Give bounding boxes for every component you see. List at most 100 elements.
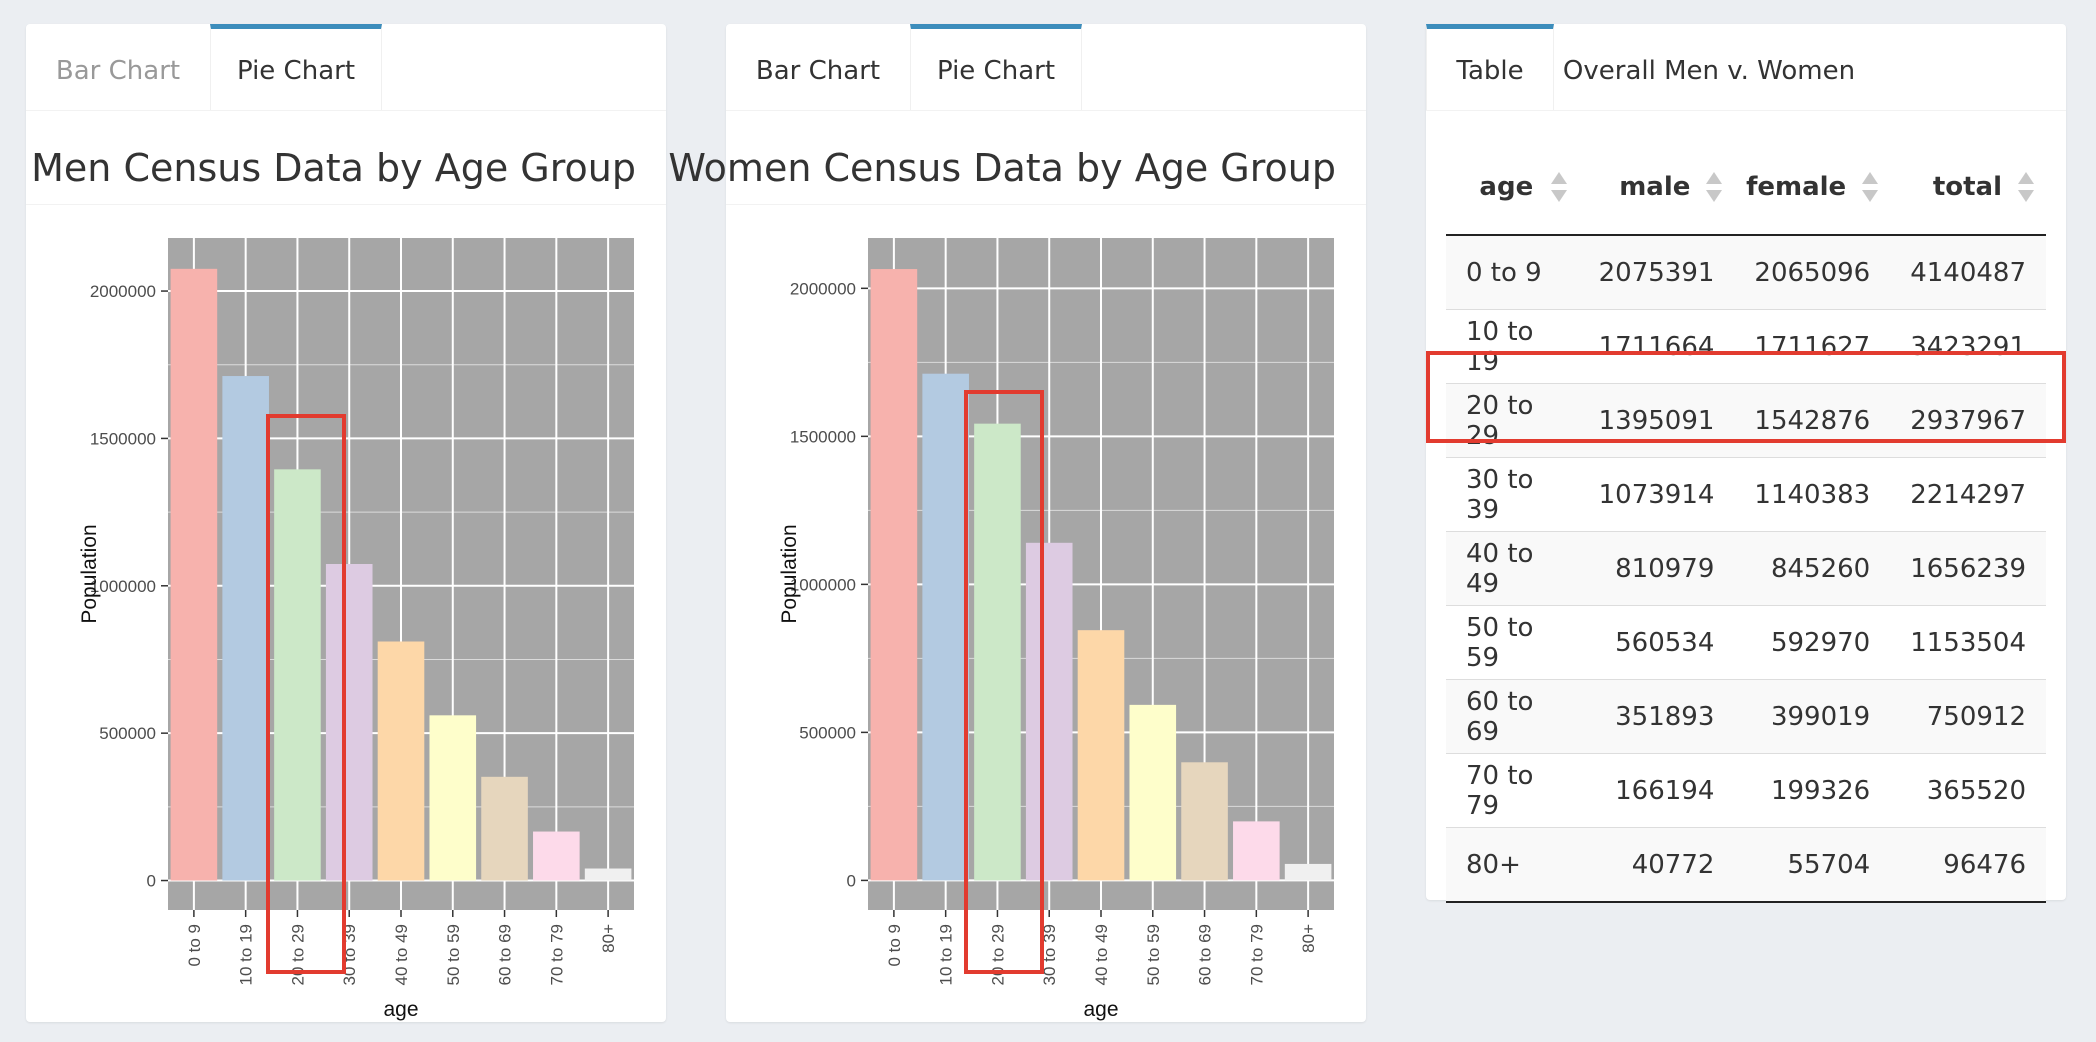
table-row: 60 to 69 351893 399019 750912: [1446, 679, 2046, 754]
tab-divider: [1426, 110, 2066, 111]
sort-icon: [1862, 172, 1879, 202]
women-tabs: Bar Chart Pie Chart: [726, 24, 1366, 110]
y-tick-label: 0: [147, 872, 156, 891]
bar-10-to-19: [922, 373, 969, 881]
y-tick-label: 500000: [799, 723, 856, 742]
table-row: 40 to 49 810979 845260 1656239: [1446, 531, 2046, 606]
women-bar-chart: 0 500000 1000000 1500000 2000000 0 to 9 10 to …: [778, 238, 1334, 1021]
table-row: 80+ 40772 55704 96476: [1446, 827, 2046, 903]
bar-0-to-9: [870, 269, 918, 881]
cell-age: 30 to 39: [1446, 457, 1579, 532]
bar-40-to-49: [377, 641, 425, 881]
table-body: 0 to 9 2075391 2065096 4140487 10 to 19 17116…: [1446, 234, 2046, 903]
sort-icon: [1706, 172, 1723, 202]
bar-50-to-59: [429, 715, 477, 881]
y-tick-label: 1000000: [90, 577, 156, 596]
x-tick-label: 30 to 39: [1040, 924, 1059, 985]
x-tick-label: 80+: [599, 924, 618, 953]
cell-female: 2065096: [1734, 234, 1891, 310]
cell-age: 40 to 49: [1446, 531, 1579, 606]
x-tick-label: 40 to 49: [1092, 924, 1111, 985]
tab-pie-chart[interactable]: Pie Chart: [910, 24, 1082, 110]
y-tick-label: 1000000: [790, 575, 856, 594]
column-header-female[interactable]: female: [1734, 140, 1891, 236]
cell-total: 4140487: [1890, 234, 2046, 310]
table-row: 70 to 79 166194 199326 365520: [1446, 753, 2046, 828]
cell-female: 1711627: [1734, 309, 1891, 384]
cell-female: 845260: [1734, 531, 1891, 606]
cell-female: 592970: [1734, 605, 1891, 680]
tab-overall-men-v-women[interactable]: Overall Men v. Women: [1562, 56, 1856, 86]
title-divider: [26, 204, 666, 205]
cell-male: 351893: [1578, 679, 1735, 754]
bar-10-to-19: [222, 376, 269, 881]
bar-20-to-29: [974, 423, 1021, 881]
cell-male: 166194: [1578, 753, 1735, 828]
men-chart-panel: Bar Chart Pie Chart Men Census Data by A…: [26, 24, 666, 1022]
cell-male: 1395091: [1578, 383, 1735, 458]
y-tick-label: 2000000: [790, 279, 856, 298]
x-axis-label: age: [383, 998, 418, 1021]
cell-age: 70 to 79: [1446, 753, 1579, 828]
x-tick-label: 10 to 19: [237, 924, 256, 985]
y-tick-label: 500000: [99, 724, 156, 743]
table-row: 50 to 59 560534 592970 1153504: [1446, 605, 2046, 680]
women-chart-panel: Bar Chart Pie Chart Women Census Data by…: [668, 24, 1366, 1022]
x-tick-label: 70 to 79: [547, 924, 566, 985]
y-tick-label: 0: [847, 871, 856, 890]
x-tick-label: 0 to 9: [885, 924, 904, 967]
x-tick-label: 60 to 69: [1196, 924, 1215, 985]
column-header-male[interactable]: male: [1578, 140, 1735, 236]
title-divider: [726, 204, 1366, 205]
tab-table[interactable]: Table: [1426, 24, 1554, 110]
y-tick-label: 1500000: [790, 427, 856, 446]
y-axis-label: Population: [778, 524, 801, 623]
cell-female: 55704: [1734, 827, 1891, 903]
x-tick-label: 60 to 69: [496, 924, 515, 985]
highlight-box-table-20-to-29: [1426, 351, 2066, 443]
bar-50-to-59: [1129, 704, 1177, 881]
x-axis-label: age: [1083, 998, 1118, 1021]
column-header-total[interactable]: total: [1890, 140, 2046, 236]
sort-icon: [2018, 172, 2034, 202]
cell-total: 365520: [1890, 753, 2046, 828]
table-row: 20 to 29 1395091 1542876 2937967: [1446, 383, 2046, 458]
column-header-age[interactable]: age: [1446, 140, 1579, 236]
table-row: 30 to 39 1073914 1140383 2214297: [1446, 457, 2046, 532]
tab-bar-chart[interactable]: Bar Chart: [55, 56, 181, 86]
y-tick-label: 2000000: [90, 282, 156, 301]
cell-male: 1073914: [1578, 457, 1735, 532]
chart-title: Women Census Data by Age Group: [668, 146, 1336, 190]
cell-male: 40772: [1578, 827, 1735, 903]
cell-total: 1656239: [1890, 531, 2046, 606]
cell-female: 199326: [1734, 753, 1891, 828]
cell-age: 60 to 69: [1446, 679, 1579, 754]
bar-20-to-29: [274, 469, 321, 881]
cell-female: 1542876: [1734, 383, 1891, 458]
bar-40-to-49: [1077, 630, 1125, 881]
chart-title: Men Census Data by Age Group: [31, 146, 636, 190]
x-tick-label: 50 to 59: [1144, 924, 1163, 985]
bar-0-to-9: [170, 268, 218, 881]
tab-divider: [726, 110, 1366, 111]
x-tick-label: 80+: [1299, 924, 1318, 953]
cell-total: 2214297: [1890, 457, 2046, 532]
bar-80plus: [584, 868, 632, 881]
table-tabs: Table Overall Men v. Women: [1426, 24, 2066, 110]
cell-age: 50 to 59: [1446, 605, 1579, 680]
bar-60-to-69: [481, 776, 528, 881]
tab-divider: [26, 110, 666, 111]
bar-30-to-39: [1025, 542, 1073, 881]
bar-60-to-69: [1181, 762, 1228, 881]
tab-bar-chart[interactable]: Bar Chart: [755, 56, 881, 86]
y-axis-label: Population: [78, 524, 101, 623]
census-table: age male female total 0 to 9 2075391 20650…: [1446, 140, 2046, 903]
cell-total: 3423291: [1890, 309, 2046, 384]
cell-male: 2075391: [1578, 234, 1735, 310]
x-tick-label: 50 to 59: [444, 924, 463, 985]
bar-30-to-39: [325, 564, 373, 881]
tab-pie-chart[interactable]: Pie Chart: [210, 24, 382, 110]
cell-age: 80+: [1446, 827, 1579, 903]
table-row: 0 to 9 2075391 2065096 4140487: [1446, 234, 2046, 310]
men-tabs: Bar Chart Pie Chart: [26, 24, 666, 110]
